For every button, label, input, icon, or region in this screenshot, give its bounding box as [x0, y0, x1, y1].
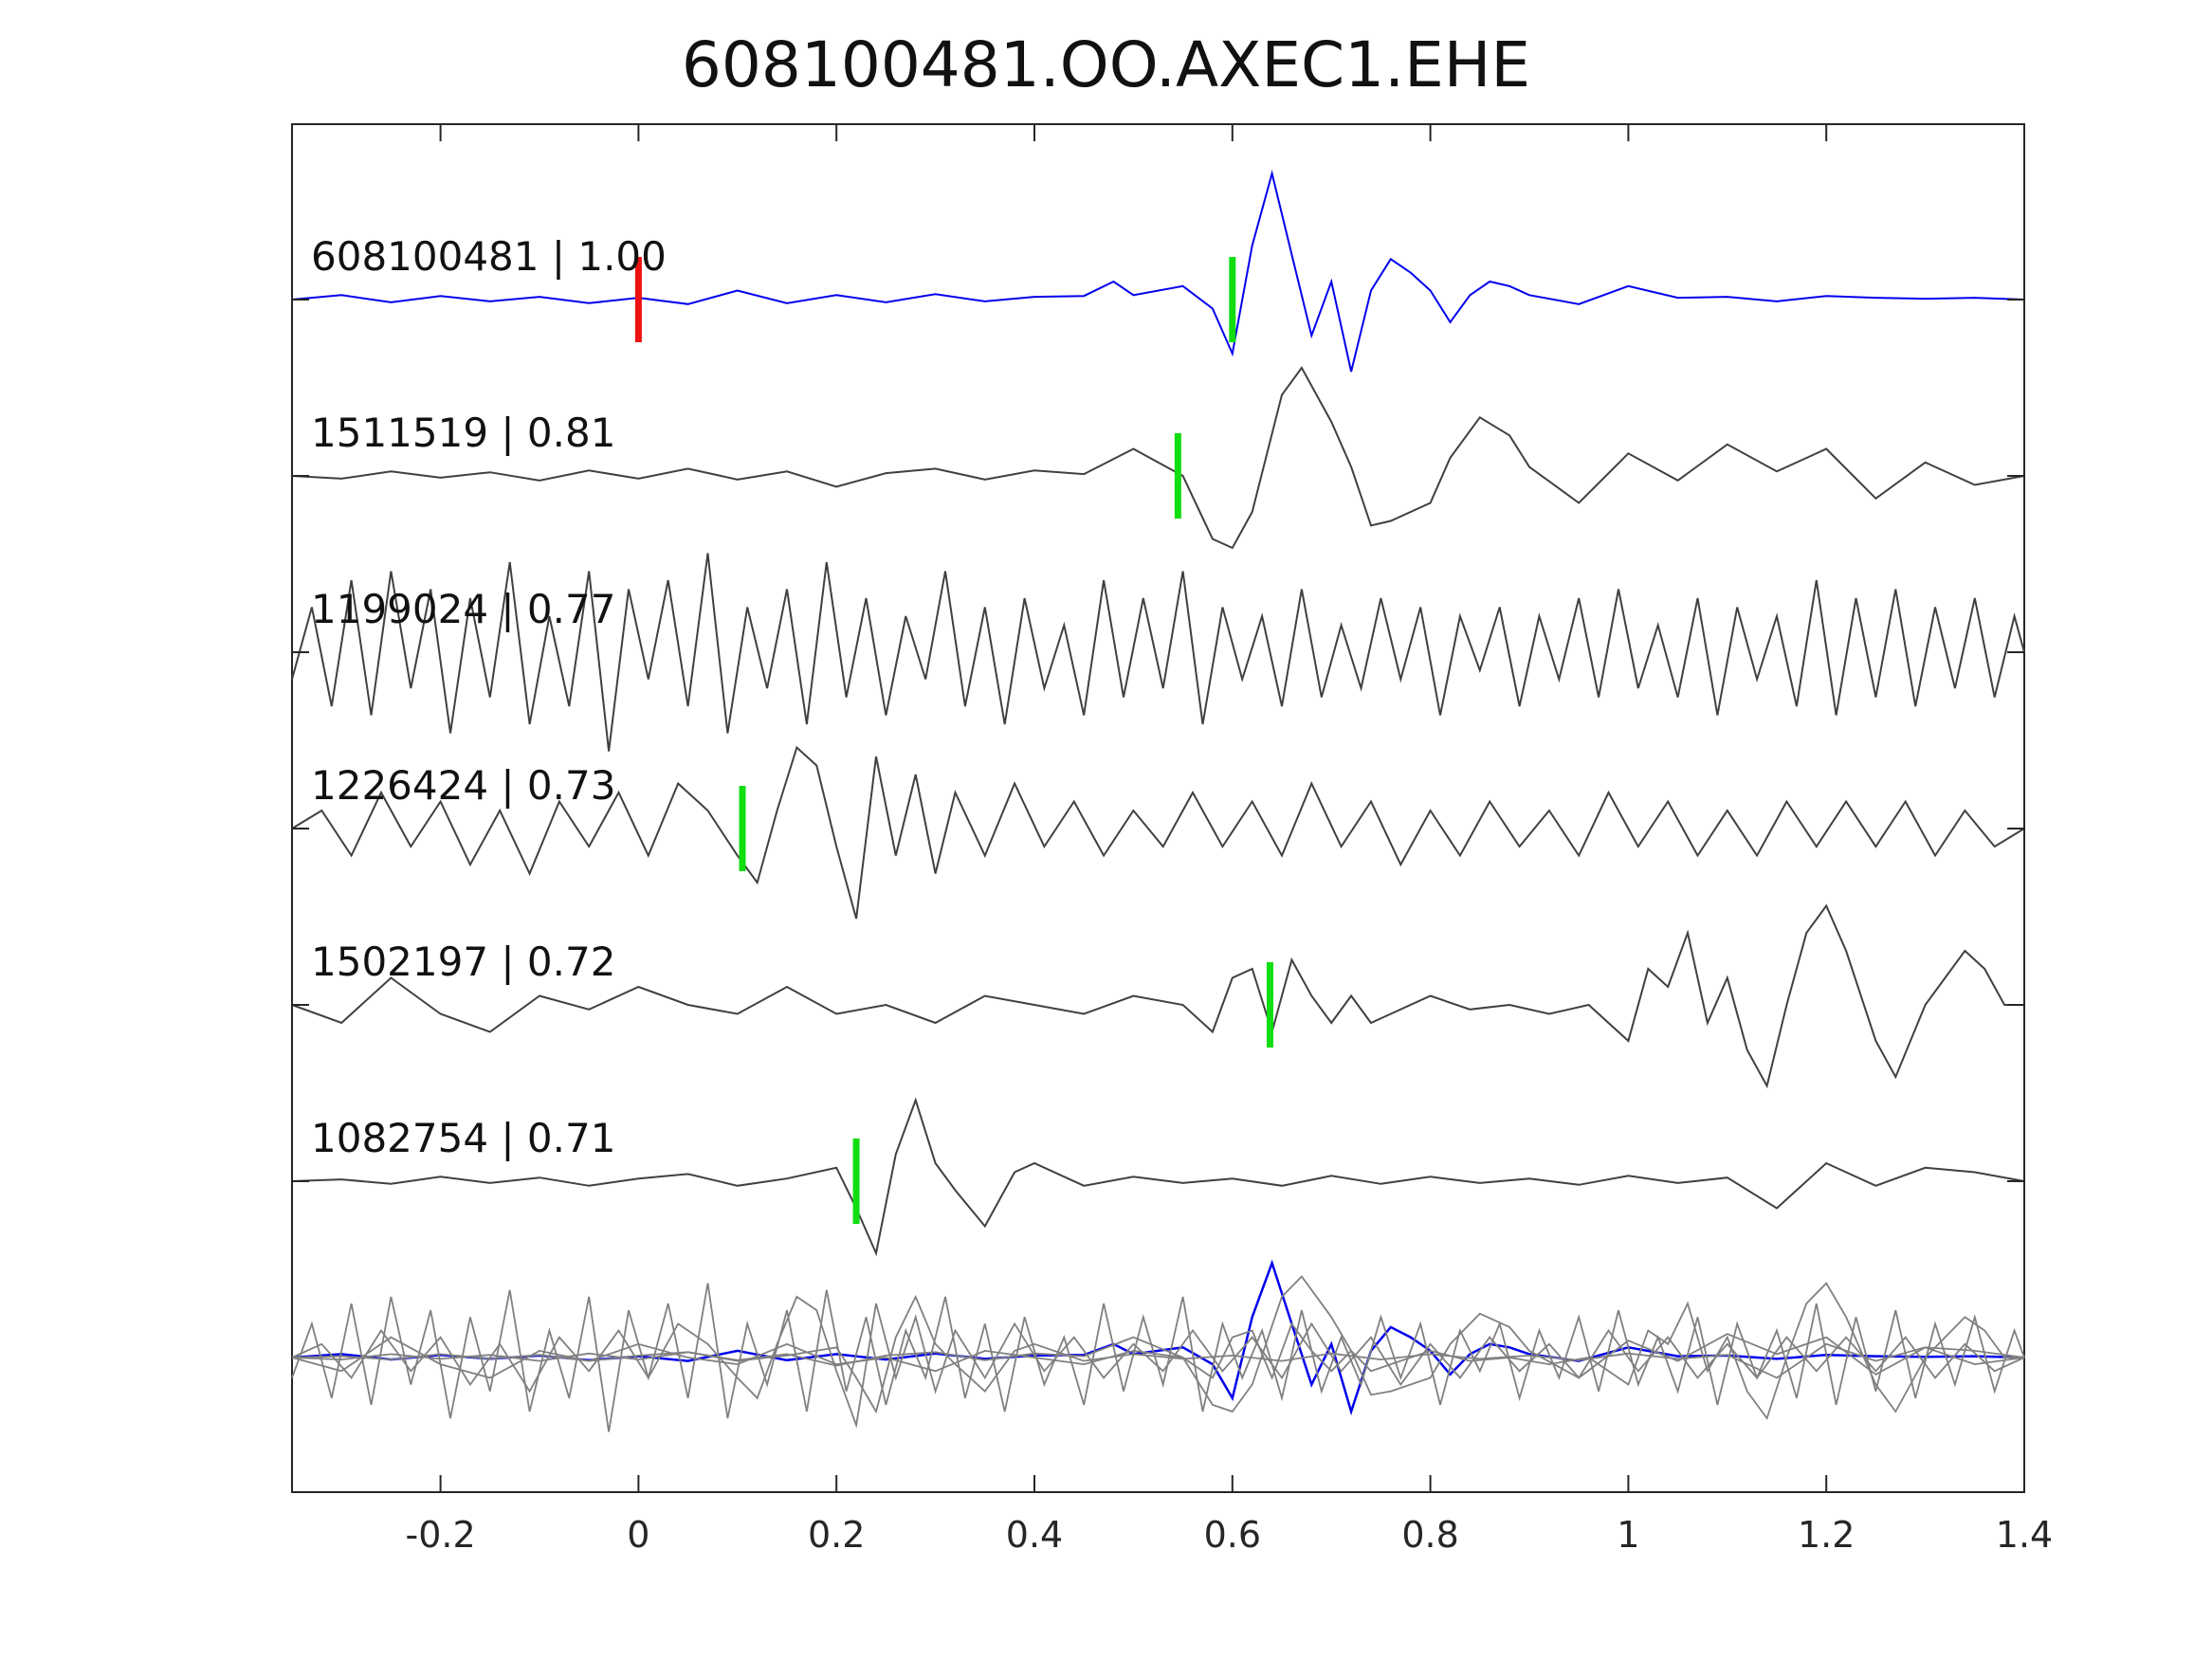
x-tick-label: 0.4	[1006, 1514, 1063, 1556]
axes-frame	[291, 123, 2025, 1493]
chart-title: 608100481.OO.AXEC1.EHE	[681, 28, 1531, 101]
trace-label-1199024: 1199024 | 0.77	[311, 586, 615, 632]
x-tick-label: 0.6	[1204, 1514, 1261, 1556]
x-tick-label: 0.2	[808, 1514, 865, 1556]
trace-label-1082754: 1082754 | 0.71	[311, 1115, 615, 1161]
trace-line-1082754	[291, 1097, 2025, 1257]
x-tick-label: 1.2	[1798, 1514, 1855, 1556]
trace-line-1226424	[291, 745, 2025, 920]
x-tick-label: 0.8	[1401, 1514, 1458, 1556]
trace-line-1511519	[291, 366, 2025, 550]
traces-layer	[291, 170, 2025, 1257]
ticks-layer: -0.2 0 0.2 0.4 0.6 0.8 1 1.2 1.4	[292, 124, 2053, 1556]
x-tick-label: 1.4	[1996, 1514, 2053, 1556]
trace-label-1511519: 1511519 | 0.81	[311, 410, 615, 456]
trace-label-1502197: 1502197 | 0.72	[311, 939, 615, 985]
labels-layer: 608100481 | 1.00 1511519 | 0.81 1199024 | …	[311, 233, 667, 1161]
trace-line-1502197	[291, 903, 2024, 1089]
x-tick-label: -0.2	[406, 1514, 476, 1556]
trace-line-1199024	[291, 553, 2025, 752]
x-tick-label: 1	[1617, 1514, 1639, 1556]
trace-label-608100481: 608100481 | 1.00	[311, 233, 667, 280]
stack-line-1199024	[291, 1283, 2025, 1432]
stack-line-1082754	[291, 1294, 2025, 1414]
x-tick-label: 0	[627, 1514, 649, 1556]
stack-line-1502197	[291, 1282, 2024, 1421]
trace-label-1226424: 1226424 | 0.73	[311, 762, 615, 809]
stack-line-1511519	[291, 1275, 2025, 1413]
picks-layer	[634, 257, 1273, 1224]
stack-layer	[291, 1259, 2025, 1432]
trace-line-608100481	[291, 170, 2025, 373]
stack-line-608100481	[291, 1259, 2025, 1416]
